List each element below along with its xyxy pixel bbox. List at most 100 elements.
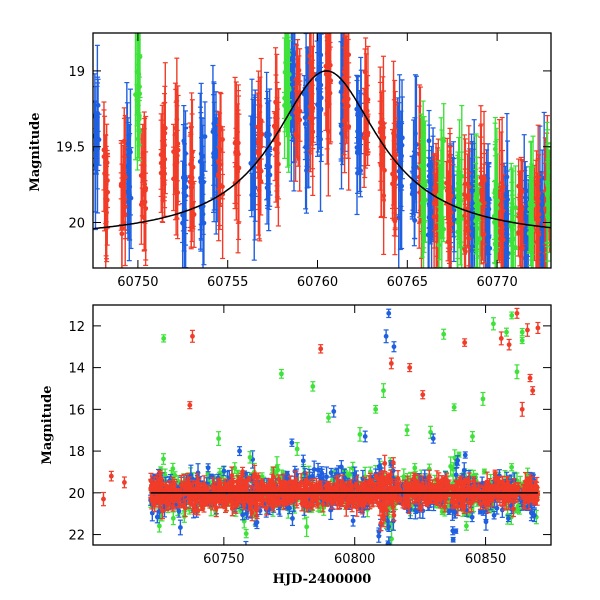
- top-point-blue-marker: [198, 179, 204, 185]
- top-point-blue-marker: [412, 218, 418, 223]
- top-point-red-marker: [188, 185, 194, 191]
- top-point-red-marker: [105, 189, 111, 195]
- top-point-red-marker: [191, 212, 197, 217]
- top-point-blue-marker: [318, 136, 323, 142]
- bottom-band-point-green-marker: [175, 478, 181, 484]
- top-point-blue: [183, 153, 189, 221]
- top-point-green: [421, 116, 427, 253]
- top-point-green-marker: [459, 216, 465, 222]
- top-point-green: [509, 181, 515, 241]
- top-point-blue-marker: [181, 138, 187, 144]
- top-point-green-marker: [529, 216, 535, 222]
- top-point-red: [140, 123, 146, 184]
- top-xtick-label: 60760: [297, 275, 338, 290]
- bottom-band-point-green-marker: [389, 536, 394, 542]
- top-point-red-marker: [325, 103, 331, 109]
- top-point-red: [297, 80, 303, 142]
- top-point-green: [132, 33, 138, 161]
- top-point-red-marker: [536, 217, 541, 223]
- top-point-blue: [304, 47, 310, 113]
- top-xtick-label: 60755: [207, 275, 248, 290]
- top-point-red: [141, 183, 147, 252]
- top-point-blue-marker: [304, 150, 310, 156]
- top-point-blue-marker: [504, 174, 510, 180]
- top-panel-data: [93, 33, 551, 268]
- top-point-green-marker: [133, 92, 138, 98]
- top-ytick-label: 20: [68, 217, 85, 232]
- top-point-red-marker: [220, 137, 225, 142]
- top-point-green-marker: [135, 108, 141, 114]
- top-point-green-marker: [439, 183, 445, 189]
- top-point-blue-marker: [183, 184, 189, 190]
- top-point-red: [342, 35, 348, 109]
- top-point-red-marker: [175, 147, 181, 153]
- top-point-green-marker: [508, 239, 514, 244]
- top-point-blue-marker: [469, 183, 475, 189]
- top-point-green-marker: [436, 242, 442, 248]
- top-point-blue: [396, 102, 402, 186]
- top-point-blue-marker: [267, 172, 273, 178]
- top-point-red: [173, 88, 179, 168]
- top-point-blue-marker: [249, 192, 255, 198]
- bottom-band-point-green-marker: [509, 464, 515, 470]
- top-point-red: [103, 134, 109, 164]
- top-point-blue: [304, 139, 310, 167]
- top-point-blue: [95, 76, 101, 150]
- top-model-curve: [93, 70, 551, 230]
- top-point-green: [439, 139, 445, 234]
- top-point-blue: [539, 149, 545, 268]
- top-point-blue-marker: [202, 134, 208, 140]
- top-point-red-marker: [465, 225, 471, 231]
- top-point-red: [446, 150, 452, 268]
- top-point-blue: [426, 109, 432, 172]
- top-point-red: [518, 170, 524, 216]
- top-point-blue-marker: [264, 131, 269, 136]
- top-point-blue-marker: [356, 133, 362, 139]
- top-point-blue: [252, 134, 258, 241]
- top-point-red-marker: [327, 90, 333, 96]
- top-point-green: [282, 33, 288, 133]
- top-point-red: [255, 80, 261, 206]
- top-point-red: [274, 103, 280, 134]
- top-point-red-marker: [393, 174, 399, 180]
- top-point-blue-marker: [522, 195, 528, 200]
- top-point-red-marker: [103, 146, 108, 152]
- top-point-red: [327, 41, 333, 145]
- top-point-blue: [504, 113, 510, 241]
- top-point-green: [135, 119, 141, 159]
- top-panel-ticks: 60750 60755 60760 60765 60770 19 19.5 20: [56, 33, 551, 290]
- top-point-red: [362, 48, 368, 96]
- top-point-red-marker: [173, 125, 179, 131]
- top-point-green-marker: [509, 208, 515, 214]
- top-point-green: [286, 99, 292, 138]
- top-point-red-marker: [140, 151, 146, 156]
- top-point-blue: [200, 177, 206, 235]
- bottom-band-point-green-marker: [170, 466, 176, 472]
- top-point-green: [455, 151, 461, 260]
- top-point-red-marker: [233, 139, 239, 145]
- top-point-red: [236, 113, 242, 223]
- top-point-red-marker: [141, 215, 147, 221]
- top-y-axis-label: Magnitude: [28, 112, 43, 191]
- top-point-red: [215, 159, 221, 190]
- top-point-green-marker: [545, 182, 551, 188]
- top-point-blue: [318, 88, 324, 133]
- top-point-green: [286, 33, 292, 83]
- top-point-red: [325, 73, 331, 140]
- top-point-red: [465, 208, 471, 248]
- top-point-red-marker: [309, 101, 315, 107]
- top-point-red: [345, 38, 351, 159]
- top-point-blue: [338, 33, 344, 162]
- top-point-red-marker: [236, 165, 242, 171]
- top-point-red-marker: [362, 69, 368, 75]
- top-point-red-marker: [447, 158, 453, 164]
- top-point-red-marker: [345, 96, 351, 102]
- top-point-blue-marker: [355, 170, 360, 176]
- top-point-red: [188, 125, 194, 250]
- top-point-red: [220, 126, 226, 153]
- top-point-green-marker: [286, 52, 292, 58]
- top-point-red: [535, 177, 541, 263]
- top-point-blue: [248, 115, 254, 212]
- top-point-red: [191, 180, 197, 248]
